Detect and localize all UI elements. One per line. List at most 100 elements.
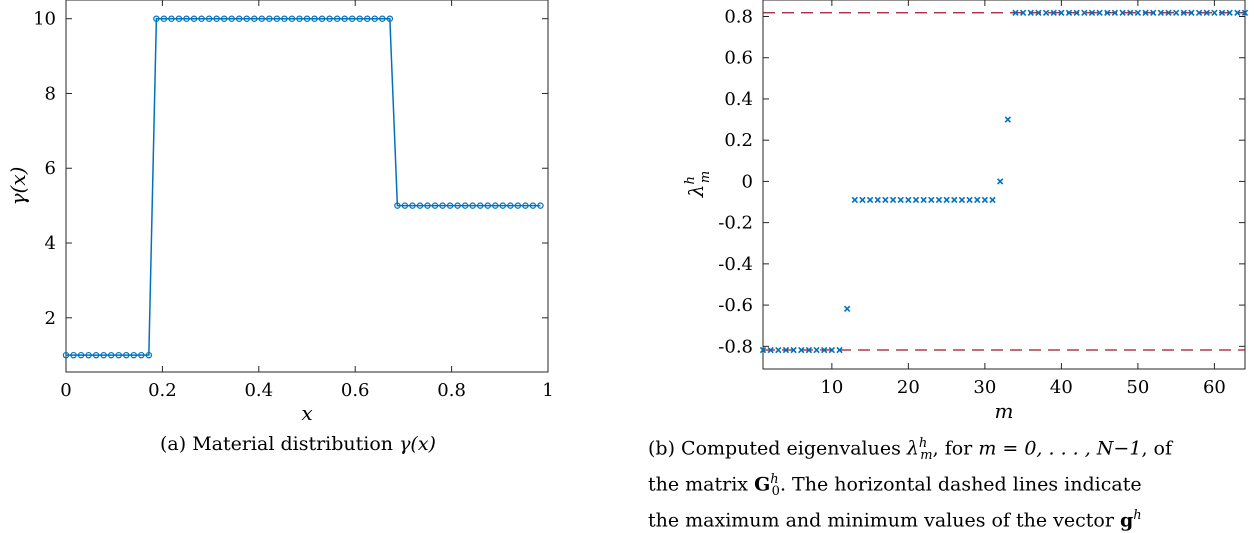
plot-b-xtick-label: 20 bbox=[897, 377, 920, 398]
caption-b-matrix-G: G bbox=[754, 473, 771, 496]
plot-a-frame bbox=[65, 0, 549, 373]
gamma-point bbox=[477, 202, 484, 209]
plot-a-xtick-label: 0.8 bbox=[437, 380, 466, 401]
plot-a-ytick-label: 4 bbox=[45, 233, 56, 254]
eigenvalue-point bbox=[951, 196, 958, 204]
plot-b-xtick-label: 10 bbox=[820, 377, 843, 398]
caption-a-text: (a) Material distribution bbox=[160, 433, 400, 455]
panel-b-eigenvalues: 10 20 30 40 50 60 -0.8 -0.6 -0.4 -0.2 0 0.2 0.4 0.6 0.… bbox=[683, 0, 1249, 423]
gamma-point bbox=[236, 15, 243, 22]
gamma-point bbox=[288, 15, 296, 22]
caption-b-lambda: λ bbox=[906, 437, 919, 460]
eigenvalue-point bbox=[958, 196, 966, 204]
gamma-point bbox=[401, 202, 409, 209]
caption-b-text-1: (b) Computed eigenvalues bbox=[648, 437, 907, 460]
plot-a-series bbox=[62, 15, 544, 359]
plot-a-ylabel: γ(x) bbox=[6, 167, 30, 206]
eigenvalue-point bbox=[912, 196, 920, 204]
gamma-point bbox=[213, 15, 220, 22]
plot-a-xtick-label: 1 bbox=[542, 380, 553, 401]
eigenvalue-point bbox=[813, 346, 820, 354]
plot-a-xlabel: x bbox=[301, 401, 312, 425]
plot-b-ticks: 10 20 30 40 50 60 -0.8 -0.6 -0.4 -0.2 0 0.2 0.4 0.6 0.… bbox=[718, 0, 1245, 398]
caption-b-line-1: (b) Computed eigenvalues λhm, for m = 0,… bbox=[648, 432, 1244, 468]
eigenvalue-point bbox=[775, 346, 782, 354]
gamma-point bbox=[499, 202, 507, 209]
gamma-point bbox=[484, 202, 491, 209]
eigenvalue-point bbox=[1188, 9, 1195, 16]
gamma-point bbox=[145, 351, 153, 359]
caption-b-line-3: the maximum and minimum values of the ve… bbox=[648, 504, 1244, 532]
gamma-point bbox=[62, 351, 70, 359]
eigenvalue-point bbox=[851, 196, 858, 204]
gamma-point bbox=[198, 15, 205, 22]
eigenvalue-point bbox=[859, 196, 866, 204]
eigenvalue-point bbox=[1211, 9, 1218, 16]
gamma-point bbox=[318, 15, 326, 22]
eigenvalue-point bbox=[966, 196, 973, 204]
eigenvalue-point bbox=[1226, 9, 1233, 16]
caption-b: (b) Computed eigenvalues λhm, for m = 0,… bbox=[648, 432, 1244, 533]
plot-b-ytick-label: 0 bbox=[742, 171, 753, 192]
plot-b-ytick-label: -0.8 bbox=[718, 336, 753, 357]
gamma-point bbox=[123, 351, 130, 359]
plot-b-ytick-label: -0.4 bbox=[718, 254, 753, 275]
gamma-point bbox=[529, 202, 537, 209]
eigenvalue-point bbox=[981, 196, 989, 204]
gamma-point bbox=[492, 202, 499, 209]
eigenvalue-point bbox=[1042, 9, 1050, 16]
caption-b-text-2: , for bbox=[932, 437, 979, 460]
eigenvalue-point bbox=[943, 196, 950, 204]
eigenvalue-point bbox=[782, 346, 790, 354]
gamma-point bbox=[326, 15, 333, 22]
gamma-point bbox=[394, 202, 401, 209]
eigenvalue-point bbox=[805, 346, 813, 354]
eigenvalue-point bbox=[821, 346, 828, 354]
gamma-point bbox=[115, 351, 122, 359]
eigenvalue-point bbox=[974, 196, 981, 204]
eigenvalue-point bbox=[1195, 9, 1203, 16]
eigenvalue-point bbox=[767, 346, 774, 354]
plot-b-xtick-label: 50 bbox=[1126, 377, 1149, 398]
eigenvalue-point bbox=[1104, 9, 1111, 16]
gamma-point bbox=[379, 15, 386, 22]
plot-a-ytick-label: 10 bbox=[33, 9, 56, 30]
eigenvalue-point bbox=[1172, 9, 1180, 16]
gamma-point bbox=[431, 202, 439, 209]
eigenvalue-point bbox=[1218, 9, 1226, 16]
caption-b-matrix-sub: 0 bbox=[771, 484, 780, 500]
plot-b-ytick-label: 0.2 bbox=[724, 130, 753, 151]
plot-b-ylabel: λhm bbox=[683, 171, 713, 198]
gamma-point bbox=[341, 15, 348, 22]
eigenvalue-point bbox=[1027, 9, 1034, 16]
gamma-point bbox=[228, 15, 235, 22]
plot-a-ytick-label: 2 bbox=[45, 308, 56, 329]
gamma-point bbox=[190, 15, 198, 22]
plot-a-ytick-label: 8 bbox=[45, 83, 56, 104]
eigenvalue-point bbox=[920, 196, 927, 204]
caption-b-math-range: m = 0, . . . , N−1 bbox=[978, 437, 1142, 460]
plot-b-ytick-label: -0.2 bbox=[718, 213, 753, 234]
eigenvalue-point bbox=[905, 196, 912, 204]
gamma-point bbox=[92, 351, 100, 359]
gamma-point bbox=[243, 15, 250, 22]
eigenvalue-point bbox=[1157, 9, 1165, 16]
eigenvalue-point bbox=[1050, 9, 1057, 16]
eigenvalue-point bbox=[790, 346, 797, 354]
gamma-point bbox=[160, 15, 168, 22]
gamma-point bbox=[454, 202, 461, 209]
gamma-point bbox=[107, 351, 115, 359]
eigenvalue-point bbox=[1081, 9, 1088, 16]
caption-b-vector-sup: h bbox=[1133, 508, 1142, 524]
plot-a-xtick-label: 0.4 bbox=[244, 380, 273, 401]
plot-b-ytick-label: 0.8 bbox=[724, 6, 753, 27]
plot-b-ylabel-symbol: λhm bbox=[683, 171, 713, 198]
eigenvalue-point bbox=[1241, 9, 1249, 16]
gamma-point bbox=[348, 15, 356, 22]
gamma-line bbox=[66, 17, 541, 356]
eigenvalue-point bbox=[928, 196, 935, 204]
gamma-point bbox=[446, 202, 454, 209]
gamma-point bbox=[168, 15, 175, 22]
plot-a-xtick-label: 0.6 bbox=[341, 380, 370, 401]
eigenvalue-point bbox=[1180, 9, 1187, 16]
